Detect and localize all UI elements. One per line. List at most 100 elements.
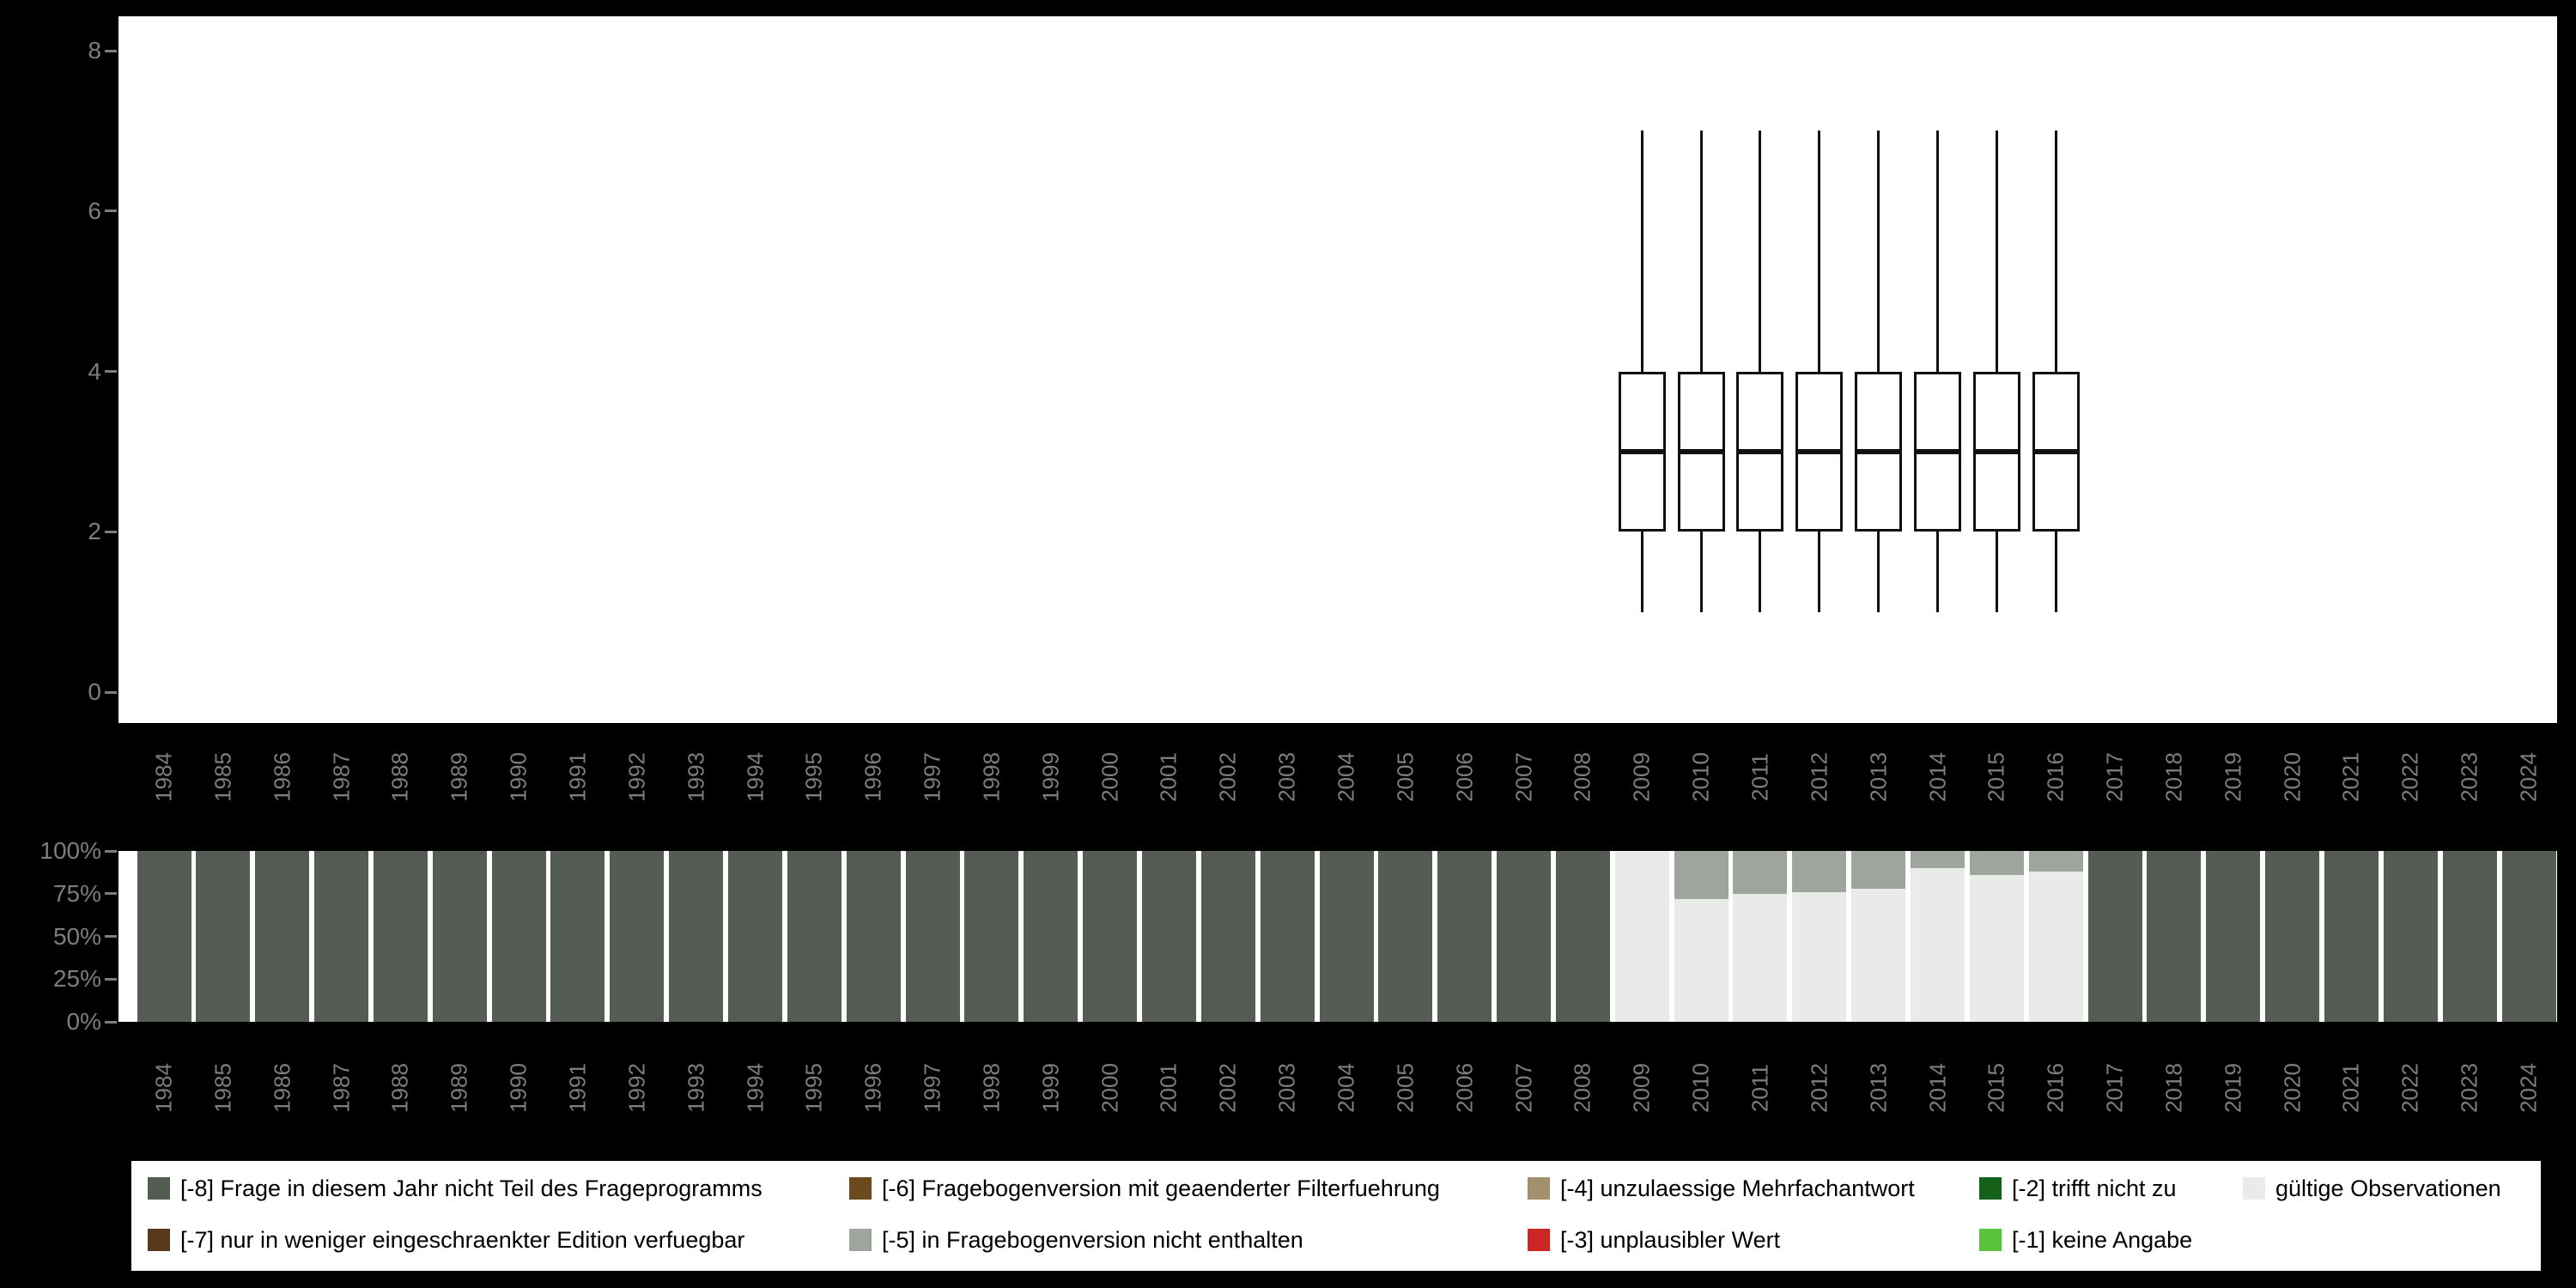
legend: [-8] Frage in diesem Jahr nicht Teil des… [131, 1161, 2541, 1271]
stacked-bar-segment [1141, 851, 1196, 1022]
x-axis-year-label: 2013 [1865, 752, 1892, 802]
stacked-bar-segment [137, 851, 191, 1022]
stacked-bar-segment [432, 851, 487, 1022]
x-axis-year-label: 1999 [1037, 1063, 1064, 1113]
x-axis-year-label: 2024 [2515, 752, 2542, 802]
legend-label: [-4] unzulaessige Mehrfachantwort [1560, 1175, 1915, 1201]
stacked-bar-segment [1969, 851, 2024, 875]
y-axis-tick-mark [105, 1020, 117, 1024]
stacked-bar-segment [1378, 851, 1433, 1022]
legend-swatch-icon [849, 1229, 872, 1251]
stacked-bar-segment [1260, 851, 1315, 1022]
legend-label: [-5] in Fragebogenversion nicht enthalte… [882, 1226, 1303, 1253]
stacked-bar-segment [1733, 851, 1788, 894]
stacked-bar-segment [2087, 851, 2142, 1022]
x-axis-year-label: 1988 [386, 1063, 413, 1113]
legend-item: [-3] unplausibler Wert [1528, 1224, 1780, 1255]
legend-item: [-1] keine Angabe [1979, 1224, 2192, 1255]
x-axis-year-label: 2019 [2220, 1063, 2246, 1113]
legend-item: [-2] trifft nicht zu [1979, 1173, 2177, 1204]
y-axis-tick-mark [105, 892, 117, 896]
x-axis-year-label: 1984 [150, 1063, 177, 1113]
boxplot-median-line [1914, 448, 1961, 454]
x-axis-year-label: 2006 [1451, 1063, 1478, 1113]
boxplot-median-line [1736, 448, 1784, 454]
y-axis-tick-label: 6 [88, 197, 101, 224]
stacked-bar-segment [1200, 851, 1255, 1022]
x-axis-year-label: 1996 [860, 752, 886, 802]
legend-label: [-6] Fragebogenversion mit geaenderter F… [882, 1175, 1440, 1201]
stacked-bar-segment [255, 851, 310, 1022]
x-axis-year-label: 1994 [742, 1063, 768, 1113]
x-axis-year-label: 2015 [1983, 1063, 2009, 1113]
stacked-bar-segment [964, 851, 1019, 1022]
x-axis-year-label: 2020 [2279, 752, 2306, 802]
stacked-bar-segment [1614, 851, 1669, 1022]
x-axis-year-label: 2016 [2042, 1063, 2069, 1113]
y-axis-tick-mark [105, 210, 117, 213]
stacked-bar-segment [728, 851, 782, 1022]
x-axis-year-label: 2003 [1273, 1063, 1300, 1113]
y-axis-tick-mark [105, 935, 117, 938]
y-axis-percent-label: 75% [52, 879, 101, 907]
x-axis-year-label: 2000 [1097, 752, 1123, 802]
legend-item: gültige Observationen [2243, 1173, 2501, 1204]
x-axis-year-label: 2006 [1451, 752, 1478, 802]
y-axis-tick-label: 0 [88, 678, 101, 705]
x-axis-year-label: 1995 [800, 752, 827, 802]
x-axis-year-label: 1987 [328, 1063, 355, 1113]
x-axis-year-label: 1988 [386, 752, 413, 802]
x-axis-year-label: 1993 [683, 752, 709, 802]
x-axis-year-label: 2024 [2515, 1063, 2542, 1113]
x-axis-year-label: 2022 [2397, 1063, 2423, 1113]
x-axis-year-label: 2019 [2220, 752, 2246, 802]
x-axis-year-label: 2010 [1687, 1063, 1714, 1113]
x-axis-year-label: 2015 [1983, 752, 2009, 802]
x-axis-year-label: 2005 [1392, 1063, 1419, 1113]
x-axis-year-label: 1986 [269, 1063, 295, 1113]
stacked-bar-segment [1437, 851, 1492, 1022]
x-axis-year-label: 2017 [2101, 1063, 2128, 1113]
x-axis-year-label: 1998 [978, 752, 1005, 802]
boxplot-median-line [1855, 448, 1903, 454]
stacked-bar-segment [669, 851, 724, 1022]
stacked-bar-segment [2442, 851, 2497, 1022]
x-axis-year-label: 2002 [1214, 752, 1241, 802]
stacked-bar-segment [2265, 851, 2320, 1022]
x-axis-year-label: 2008 [1569, 752, 1595, 802]
stacked-bar-segment [1911, 851, 1965, 868]
x-axis-year-label: 2001 [1155, 752, 1182, 802]
y-axis-tick-mark [105, 530, 117, 533]
y-axis-percent-label: 100% [39, 837, 101, 864]
x-axis-year-label: 1986 [269, 752, 295, 802]
x-axis-year-label: 2008 [1569, 1063, 1595, 1113]
x-axis-year-label: 1991 [564, 752, 591, 802]
legend-label: gültige Observationen [2275, 1175, 2501, 1201]
stacked-bar-segment [550, 851, 605, 1022]
stacked-bar-segment [1674, 851, 1728, 899]
x-axis-year-label: 2004 [1333, 752, 1359, 802]
stacked-bar-segment [314, 851, 369, 1022]
x-axis-year-label: 2018 [2160, 752, 2187, 802]
y-axis-percent-label: 0% [66, 1008, 101, 1035]
x-axis-year-label: 1999 [1037, 752, 1064, 802]
legend-item: [-6] Fragebogenversion mit geaenderter F… [849, 1173, 1440, 1204]
stacked-bar-segment [2324, 851, 2379, 1022]
x-axis-year-label: 2013 [1865, 1063, 1892, 1113]
x-axis-year-label: 1990 [505, 1063, 532, 1113]
x-axis-year-label: 2010 [1687, 752, 1714, 802]
legend-item: [-5] in Fragebogenversion nicht enthalte… [849, 1224, 1303, 1255]
stacked-bar-segment [1083, 851, 1138, 1022]
x-axis-year-label: 1989 [446, 752, 472, 802]
stacked-bar-segment [1911, 867, 1965, 1022]
x-axis-year-label: 2007 [1510, 752, 1537, 802]
x-axis-year-label: 1993 [683, 1063, 709, 1113]
legend-swatch-icon [1528, 1177, 1550, 1200]
legend-item: [-8] Frage in diesem Jahr nicht Teil des… [148, 1173, 762, 1204]
x-axis-year-label: 1997 [919, 752, 945, 802]
y-axis-tick-label: 8 [88, 37, 101, 64]
stacked-bar-segment [2206, 851, 2261, 1022]
legend-label: [-3] unplausibler Wert [1560, 1226, 1781, 1253]
stacked-bar-segment [846, 851, 901, 1022]
x-axis-year-label: 1992 [623, 1063, 650, 1113]
